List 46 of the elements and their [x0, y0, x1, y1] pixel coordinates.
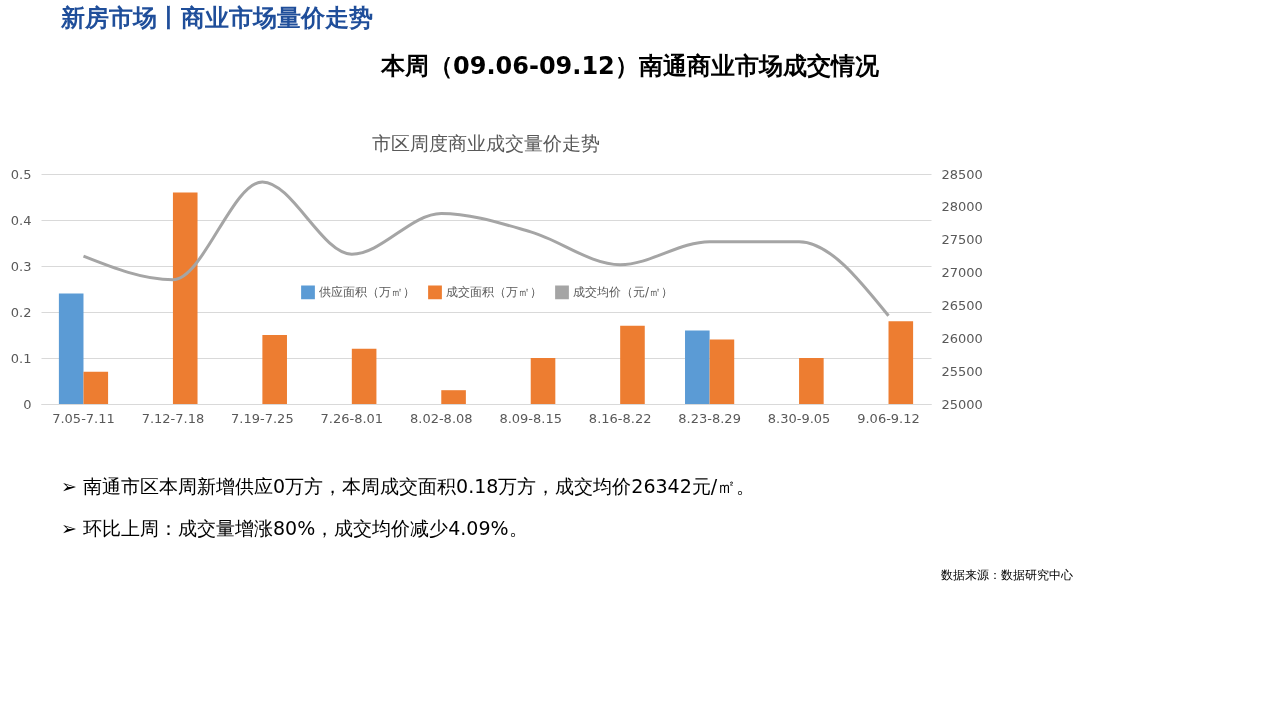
- y-tick-label: 0.1: [10, 350, 32, 366]
- legend-label: 成交均价（元/㎡）: [573, 285, 674, 300]
- text: ➢ 环比上周：成交量增涨80%，成交均价减少4.09%。: [61, 517, 528, 539]
- y2-tick-label: 28000: [941, 199, 983, 215]
- bar: [441, 390, 466, 404]
- legend-label: 供应面积（万㎡）: [319, 285, 415, 300]
- y2-tick-label: 27000: [941, 265, 983, 281]
- bar: [262, 335, 287, 404]
- bar: [530, 358, 556, 404]
- y2-tick-label: 26500: [941, 297, 983, 313]
- line-series: [81, 180, 891, 318]
- x-tick-label: 8.09-8.15: [499, 410, 563, 426]
- y-tick-label: 0.3: [10, 258, 32, 274]
- x-tick-label: 8.30-9.05: [767, 410, 831, 426]
- legend-label: 成交面积（万㎡）: [446, 285, 542, 300]
- y-tick-label: 0.5: [10, 166, 32, 182]
- y2-tick-label: 25500: [941, 363, 983, 379]
- y-tick-label: 0: [23, 396, 32, 412]
- y-tick-label: 0.2: [10, 304, 32, 320]
- x-tick-label: 7.05-7.11: [52, 410, 115, 426]
- y2-tick-label: 26000: [941, 330, 983, 346]
- bar: [172, 192, 198, 404]
- y-tick-label: 0.4: [10, 212, 32, 228]
- bar: [709, 339, 735, 404]
- x-tick-label: 9.06-9.12: [857, 410, 920, 426]
- bar: [83, 371, 109, 404]
- bar: [58, 293, 84, 404]
- x-tick-label: 8.23-8.29: [678, 410, 741, 426]
- y2-tick-label: 28500: [941, 166, 983, 182]
- x-tick-label: 8.02-8.08: [409, 410, 473, 426]
- x-tick-label: 7.12-7.18: [141, 410, 205, 426]
- source-note: 数据来源：数据研究中心: [941, 568, 1073, 582]
- bar: [799, 358, 824, 404]
- x-tick-label: 8.16-8.22: [588, 410, 652, 426]
- text: ➢ 南通市区本周新增供应0万方，本周成交面积0.18万方，成交均价26342元/㎡。: [61, 475, 756, 497]
- x-tick-label: 7.26-8.01: [320, 410, 384, 426]
- bar: [685, 330, 710, 404]
- chart-title: 市区周度商业成交量价走势: [372, 132, 600, 154]
- x-tick-label: 7.19-7.25: [231, 410, 294, 426]
- text: 本周（09.06-09.12）南通商业市场成交情况: [380, 52, 880, 80]
- text: 新房市场丨商业市场量价走势: [60, 4, 373, 32]
- bar: [888, 321, 914, 404]
- y2-tick-label: 25000: [941, 396, 983, 412]
- bar: [351, 348, 377, 404]
- y2-tick-label: 27500: [941, 232, 983, 248]
- bar: [620, 325, 645, 404]
